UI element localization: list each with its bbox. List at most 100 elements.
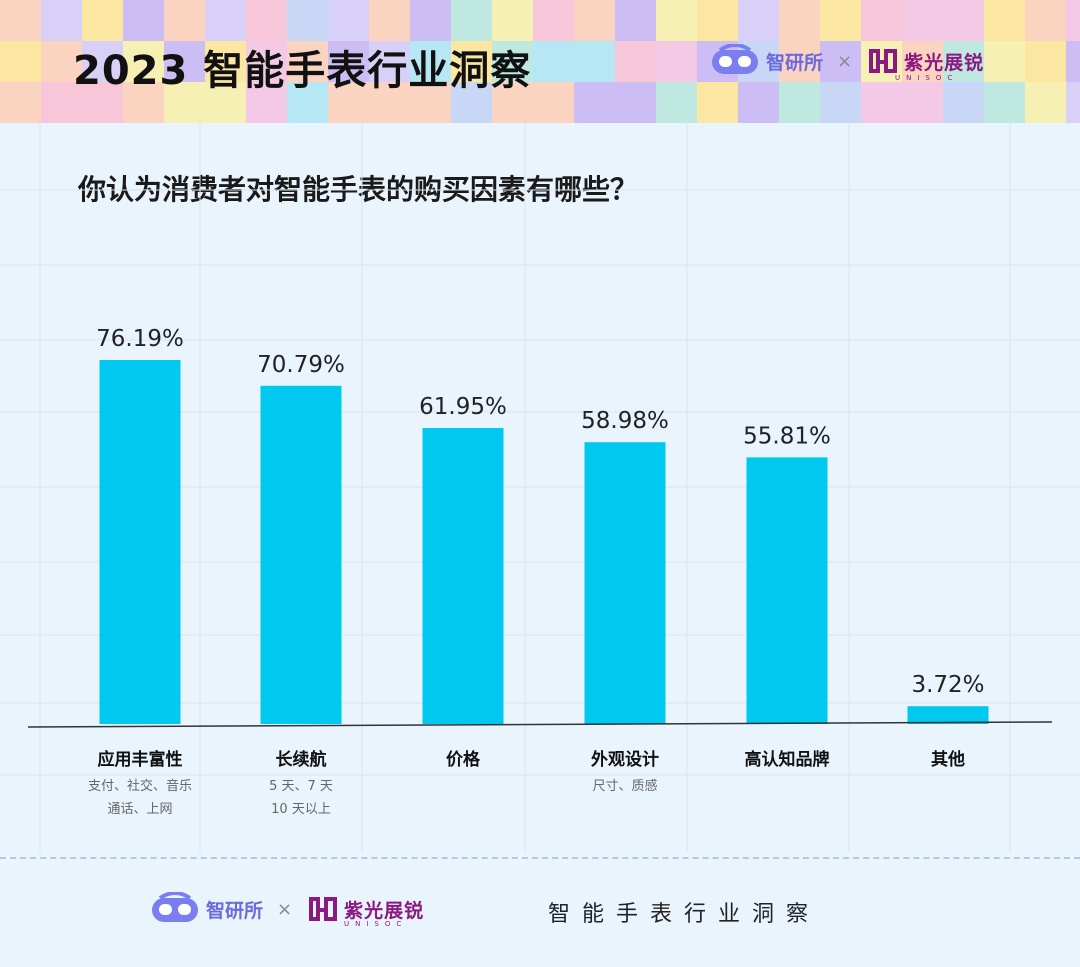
mosaic-tile (246, 41, 287, 82)
mosaic-tile (861, 0, 902, 41)
brand-name-unisoc: 紫光展锐 (344, 899, 425, 922)
category-label-6: 其他 (931, 749, 965, 770)
mosaic-tile (902, 41, 943, 82)
mosaic-tile (943, 82, 984, 123)
mosaic-tile (574, 82, 615, 123)
category-label-2: 长续航 (276, 749, 327, 770)
bar-1 (99, 360, 181, 724)
mosaic-tile (287, 0, 328, 41)
footer-brand-lockup: 智研所 × 紫光展锐 UNISOC (150, 892, 425, 928)
data-label-1: 76.19% (96, 326, 184, 352)
mosaic-tile (369, 41, 410, 82)
brand-separator: × (837, 50, 853, 72)
unisoc-logo-icon (309, 897, 338, 921)
mosaic-tile (984, 0, 1025, 41)
category-sublabel-2-2: 10 天以上 (271, 802, 331, 817)
mosaic-tile (943, 0, 984, 41)
mosaic-tile (205, 0, 246, 41)
mosaic-tile (1066, 82, 1080, 123)
mosaic-tile (1066, 0, 1080, 41)
mosaic-tile (246, 82, 287, 123)
mosaic-tile (943, 41, 984, 82)
mosaic-tile (779, 82, 820, 123)
mosaic-tile (574, 0, 615, 41)
bar-2 (260, 385, 342, 724)
mosaic-tile (0, 0, 41, 41)
mosaic-tile (492, 82, 533, 123)
footer-tagline: 智能手表行业洞察 (548, 902, 821, 927)
bar-4 (584, 442, 666, 724)
data-label-6: 3.72% (911, 672, 984, 698)
mosaic-tile (287, 41, 328, 82)
mosaic-tile (164, 41, 205, 82)
mosaic-tile (123, 82, 164, 123)
mosaic-tile (615, 82, 656, 123)
mosaic-tile (328, 82, 369, 123)
bar-6 (907, 706, 989, 724)
mosaic-tile (1025, 41, 1066, 82)
category-sublabel-1-2: 通话、上网 (107, 802, 172, 817)
category-label-5: 高认知品牌 (745, 749, 830, 770)
brand-name-zhiyansuo: 智研所 (206, 899, 264, 922)
bar-5 (746, 457, 828, 724)
footer-divider (0, 857, 1080, 859)
category-sublabel-4-1: 尺寸、质感 (592, 778, 657, 794)
brand-unisoc-sub: UNISOC (344, 920, 408, 928)
mosaic-tile (205, 82, 246, 123)
mosaic-tile (820, 41, 861, 82)
mosaic-tile (287, 82, 328, 123)
brand-name-unisoc: 紫光展锐 (904, 51, 985, 74)
zhiyansuo-logo-icon (152, 892, 198, 922)
mosaic-tile (328, 0, 369, 41)
mosaic-tile (984, 82, 1025, 123)
brand-unisoc-sub: UNISOC (895, 74, 959, 82)
mosaic-tile (984, 41, 1025, 82)
mosaic-tile (902, 82, 943, 123)
mosaic-tile (697, 0, 738, 41)
mosaic-tile (410, 82, 451, 123)
brand-name-zhiyansuo: 智研所 (766, 51, 824, 74)
mosaic-tile (615, 41, 656, 82)
mosaic-tile (615, 0, 656, 41)
mosaic-background (0, 0, 1080, 123)
mosaic-tile (41, 82, 82, 123)
mosaic-tile (205, 41, 246, 82)
category-sublabel-1-1: 支付、社交、音乐 (88, 778, 192, 794)
mosaic-tile (533, 0, 574, 41)
mosaic-tile (451, 82, 492, 123)
mosaic-tile (410, 0, 451, 41)
mosaic-tile (123, 0, 164, 41)
data-label-2: 70.79% (257, 352, 345, 378)
mosaic-tile (451, 41, 492, 82)
mosaic-tile (82, 41, 123, 82)
mosaic-tile (451, 0, 492, 41)
mosaic-tile (82, 0, 123, 41)
mosaic-tile (533, 41, 574, 82)
mosaic-tile (369, 82, 410, 123)
mosaic-tile (41, 0, 82, 41)
category-label-1: 应用丰富性 (98, 749, 183, 770)
data-label-3: 61.95% (419, 394, 507, 420)
page-title: 2023 智能手表行业洞察 (73, 48, 532, 94)
zhiyansuo-logo-icon (712, 44, 758, 74)
mosaic-tile (369, 0, 410, 41)
mosaic-tile (820, 82, 861, 123)
mosaic-tile (656, 82, 697, 123)
category-label-4: 外观设计 (591, 749, 659, 770)
header-banner: 2023 智能手表行业洞察 智研所 × 紫光展锐 UNISOC (0, 0, 1080, 123)
mosaic-tile (410, 41, 451, 82)
unisoc-logo-icon (869, 49, 898, 73)
x-axis-baseline (27, 721, 1053, 728)
data-label-4: 58.98% (581, 408, 669, 434)
mosaic-tile (820, 0, 861, 41)
mosaic-tile (328, 41, 369, 82)
mosaic-tile (0, 41, 41, 82)
mosaic-tile (0, 82, 41, 123)
mosaic-tile (1025, 82, 1066, 123)
mosaic-tile (123, 41, 164, 82)
mosaic-tile (697, 82, 738, 123)
mosaic-tile (574, 41, 615, 82)
mosaic-tile (164, 82, 205, 123)
mosaic-tile (738, 0, 779, 41)
